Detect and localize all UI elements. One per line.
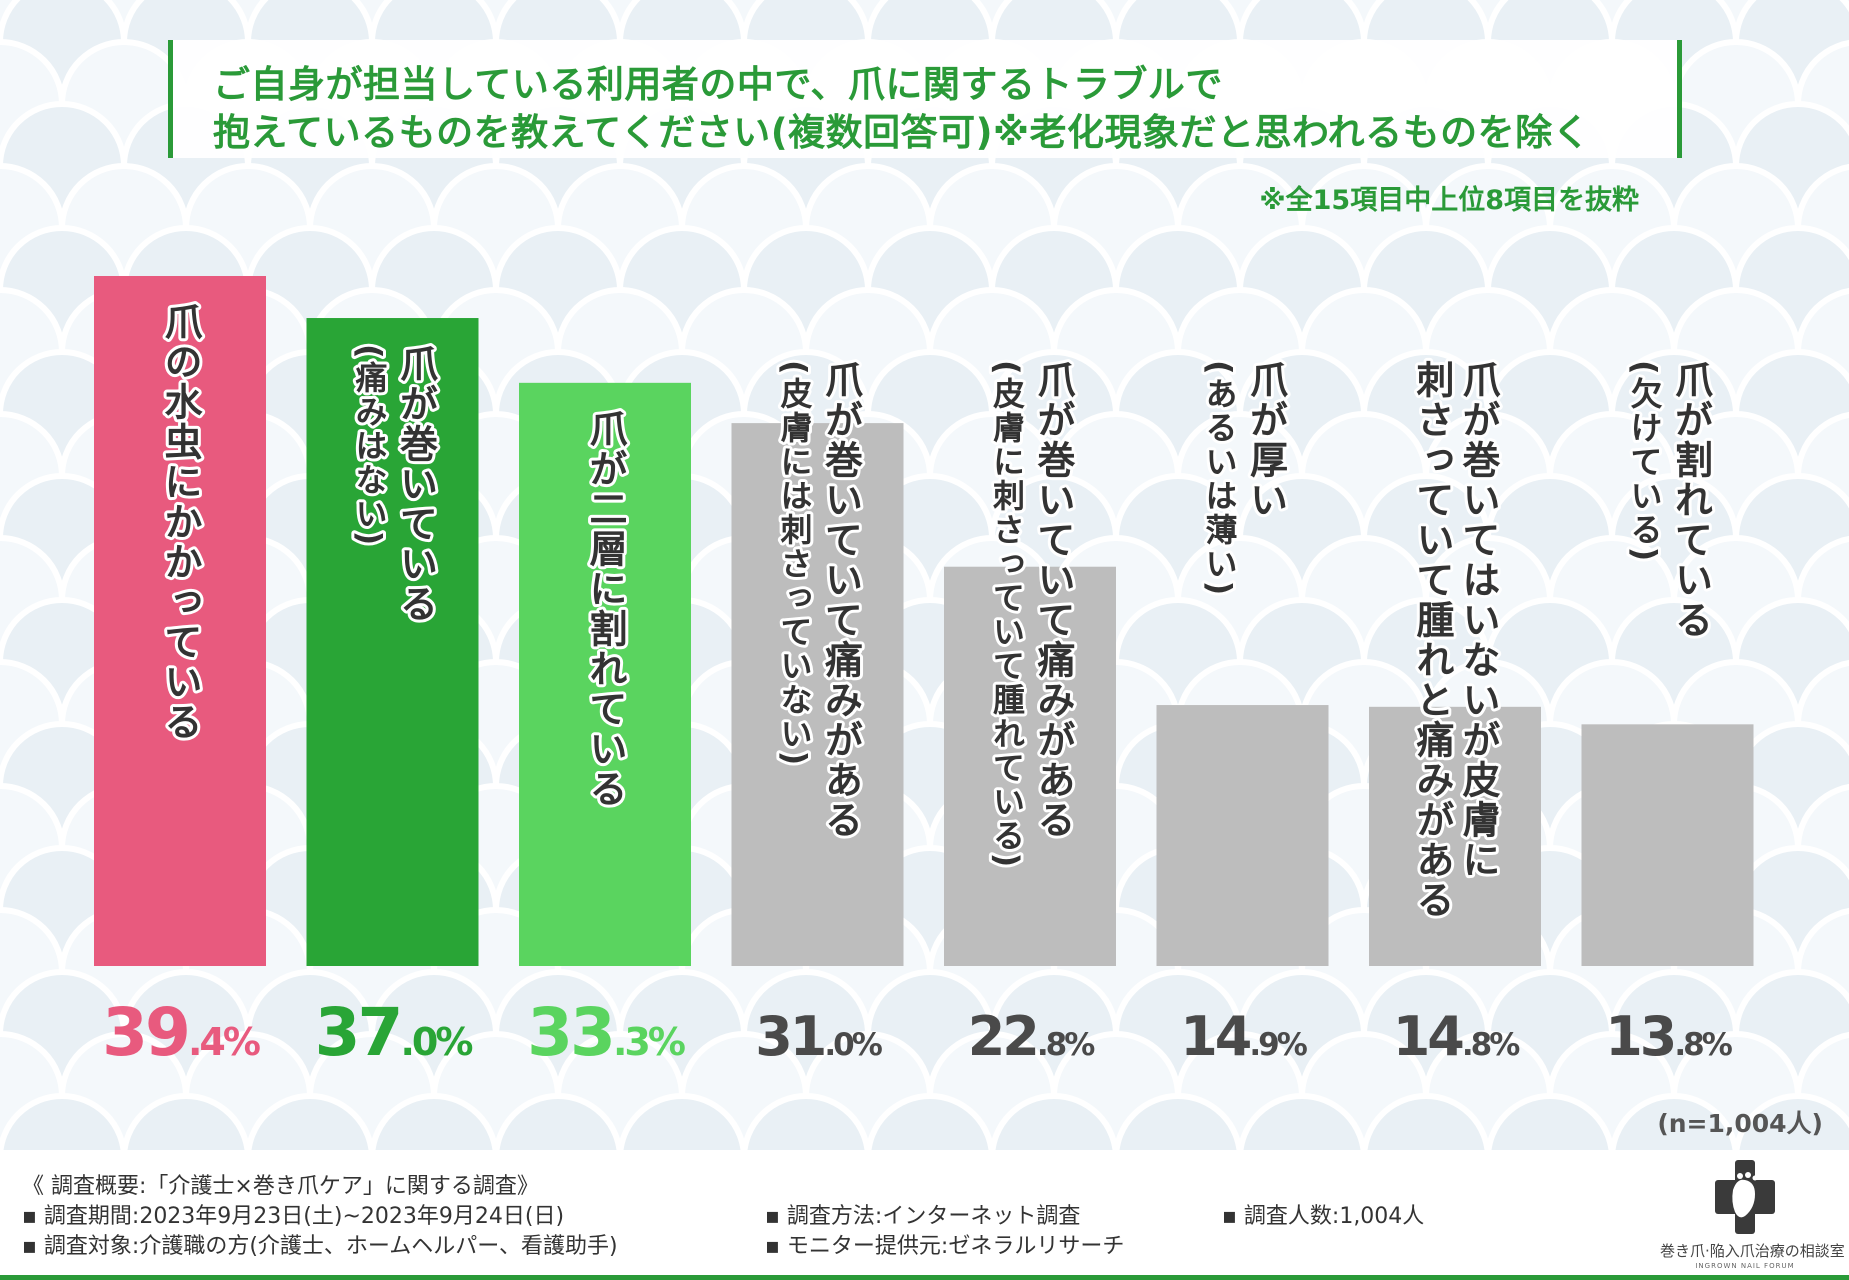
bar-6 xyxy=(1156,705,1329,966)
scallop-shape xyxy=(493,1093,623,1150)
bar-8-value-label: 13.8% xyxy=(1605,1005,1733,1068)
footer-divider xyxy=(0,1275,1849,1280)
bar-7-label-col-2: 刺さっていて腫れと痛みがある xyxy=(1410,360,1454,920)
sample-size-label: (n=1,004人) xyxy=(1657,1109,1823,1138)
foot-cross-icon xyxy=(1715,1160,1775,1234)
chart-note: ※全15項目中上位8項目を抜粋 xyxy=(1259,185,1639,216)
bar-4-value-label: 31.0% xyxy=(755,1005,883,1068)
brand-logo-name: 巻き爪·陥入爪治療の相談室 xyxy=(1660,1242,1845,1260)
chart-title-line-1: ご自身が担当している利用者の中で、爪に関するトラブルで xyxy=(213,63,1223,106)
scallop-shape xyxy=(0,1093,127,1150)
survey-footer xyxy=(0,1150,1849,1280)
scallop-shape xyxy=(865,1093,995,1150)
scallop-shape xyxy=(1485,1093,1615,1150)
bar-5-label-col-1: 爪が巻いていて痛みがある xyxy=(1031,360,1075,840)
survey-summary: 《 調査概要:「介護士×巻き爪ケア」に関する調査》 xyxy=(22,1174,539,1199)
scallop-shape xyxy=(121,1093,251,1150)
bar-chart: 爪の水虫にかかっている 39.4% 爪が巻いている(痛みはない) 37.0% 爪が二層に… xyxy=(94,276,1754,1071)
scallop-shape xyxy=(1733,1093,1849,1150)
bar-1 xyxy=(94,276,266,966)
bar-7 xyxy=(1369,706,1541,966)
bar-6-label-col-2: (あるいは薄い) xyxy=(1201,360,1239,597)
chart-title-line-2: 抱えているものを教えてください(複数回答可)※老化現象だと思われるものを除く xyxy=(213,111,1591,154)
survey-period: ▪ 調査期間:2023年9月23日(土)~2023年9月24日(日) xyxy=(22,1204,565,1229)
bar-1-value-label: 39.4% xyxy=(102,994,260,1071)
scallop-shape xyxy=(245,1093,375,1150)
bar-4-label-col-2: (皮膚には刺さっていない) xyxy=(776,360,814,767)
scallop-shape xyxy=(741,1093,871,1150)
brand-logo-subtitle: INGROWN NAIL FORUM xyxy=(1695,1262,1795,1270)
bar-6-value-label: 14.9% xyxy=(1180,1005,1308,1068)
scallop-shape xyxy=(1113,1093,1243,1150)
bar-6-label-col-1: 爪が厚い xyxy=(1244,360,1288,520)
bar-8 xyxy=(1581,724,1754,966)
survey-provider: ▪ モニター提供元:ゼネラルリサーチ xyxy=(765,1234,1125,1259)
bar-5 xyxy=(944,566,1116,966)
bar-2-label-col-2: (痛みはない) xyxy=(351,344,389,547)
bar-8-label-col-2: (欠けている) xyxy=(1626,360,1664,563)
bar-1-label-col-1: 爪の水虫にかかっている xyxy=(158,302,202,742)
bar-2-value-label: 37.0% xyxy=(315,994,473,1071)
scallop-shape xyxy=(369,1093,499,1150)
scallop-shape xyxy=(1237,1093,1367,1150)
scallop-shape xyxy=(1361,1093,1491,1150)
bar-5-value-label: 22.8% xyxy=(968,1005,1096,1068)
survey-count: ▪ 調査人数:1,004人 xyxy=(1222,1204,1425,1229)
scallop-shape xyxy=(1609,1093,1739,1150)
survey-target: ▪ 調査対象:介護職の方(介護士、ホームヘルパー、看護助手) xyxy=(22,1234,618,1259)
bar-4 xyxy=(731,423,904,967)
bar-8-label-col-1: 爪が割れている xyxy=(1669,360,1713,640)
bar-5-label-col-2: (皮膚に刺さっていて腫れている) xyxy=(988,360,1026,869)
bar-3 xyxy=(519,382,691,967)
bar-3-label-col-1: 爪が二層に割れている xyxy=(583,409,627,809)
bar-7-value-label: 14.8% xyxy=(1393,1005,1521,1068)
scallop-shape xyxy=(617,1093,747,1150)
bar-4-label-col-1: 爪が巻いていて痛みがある xyxy=(819,360,863,840)
bar-2-label-col-1: 爪が巻いている xyxy=(394,344,438,624)
bar-2 xyxy=(306,318,479,966)
chart-title-box: ご自身が担当している利用者の中で、爪に関するトラブルで 抱えているものを教えてく… xyxy=(168,40,1682,158)
bar-7-label-col-1: 爪が巻いてはいないが皮膚に xyxy=(1456,360,1500,880)
bar-3-value-label: 33.3% xyxy=(527,994,685,1071)
survey-method: ▪ 調査方法:インターネット調査 xyxy=(765,1204,1081,1229)
brand-logo: 巻き爪·陥入爪治療の相談室 INGROWN NAIL FORUM xyxy=(1660,1160,1845,1275)
scallop-shape xyxy=(989,1093,1119,1150)
